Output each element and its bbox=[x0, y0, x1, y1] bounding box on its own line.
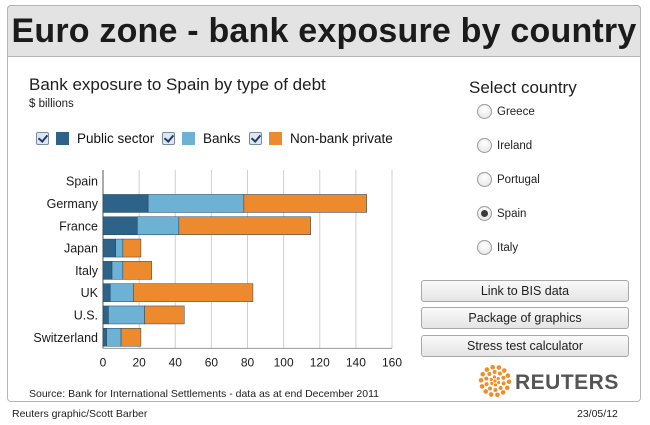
page-title: Euro zone - bank exposure by country bbox=[11, 11, 637, 50]
reuters-logo-icon bbox=[478, 364, 512, 398]
category-label: France bbox=[59, 219, 98, 233]
x-tick-label: 40 bbox=[169, 355, 183, 369]
bar-segment bbox=[122, 261, 153, 280]
link-bis-data-button[interactable]: Link to BIS data bbox=[421, 280, 629, 302]
category-label: Spain bbox=[66, 175, 98, 189]
x-tick-label: 160 bbox=[382, 355, 402, 369]
bar-segment bbox=[111, 261, 124, 280]
legend-label-public-sector: Public sector bbox=[77, 130, 155, 146]
radio-option-spain[interactable]: Spain bbox=[477, 206, 526, 221]
radio-label-greece: Greece bbox=[497, 105, 535, 118]
select-country-title: Select country bbox=[469, 78, 577, 97]
radio-option-greece[interactable]: Greece bbox=[477, 104, 535, 119]
x-tick-label: 0 bbox=[100, 355, 107, 369]
legend-label-non-bank-private: Non-bank private bbox=[290, 130, 393, 146]
legend-item-banks[interactable]: Banks bbox=[162, 129, 241, 147]
bar-segment bbox=[147, 194, 245, 213]
bar-segment bbox=[102, 328, 107, 347]
bar-segment bbox=[102, 238, 116, 258]
bar-segment bbox=[243, 194, 367, 213]
checkbox-public-sector[interactable] bbox=[36, 131, 49, 145]
radio-label-italy: Italy bbox=[497, 241, 519, 254]
radio-label-portugal: Portugal bbox=[497, 173, 540, 186]
chart-title: Bank exposure to Spain by type of debt bbox=[29, 75, 326, 94]
chart-unit: $ billions bbox=[29, 98, 74, 110]
radio-option-italy[interactable]: Italy bbox=[477, 240, 518, 255]
radio-button-greece[interactable] bbox=[477, 104, 492, 119]
bar-segment bbox=[109, 283, 134, 302]
bar-segment bbox=[178, 216, 311, 235]
radio-option-ireland[interactable]: Ireland bbox=[477, 138, 532, 153]
category-label: U.S. bbox=[74, 308, 98, 322]
category-label: UK bbox=[81, 286, 99, 300]
bar-segment bbox=[144, 305, 185, 325]
x-tick-label: 60 bbox=[205, 355, 219, 369]
radio-label-spain: Spain bbox=[497, 207, 527, 220]
bar-segment bbox=[106, 328, 122, 347]
category-label: Japan bbox=[64, 242, 98, 256]
source-note: Source: Bank for International Settlemen… bbox=[29, 388, 380, 400]
checkbox-banks[interactable] bbox=[162, 131, 175, 145]
radio-button-ireland[interactable] bbox=[477, 138, 492, 153]
bar-segment bbox=[102, 305, 109, 325]
bar-segment bbox=[120, 328, 142, 347]
bar-segment bbox=[137, 216, 180, 235]
legend-swatch-non-bank-private bbox=[269, 131, 282, 145]
category-label: Switzerland bbox=[33, 331, 98, 345]
package-of-graphics-button[interactable]: Package of graphics bbox=[421, 307, 629, 329]
graphic-date: 23/05/12 bbox=[577, 408, 618, 420]
radio-label-ireland: Ireland bbox=[497, 139, 533, 152]
reuters-brand-name: REUTERS bbox=[515, 371, 619, 394]
category-label: Italy bbox=[75, 264, 99, 278]
bar-segment bbox=[133, 283, 254, 302]
legend-label-banks: Banks bbox=[203, 130, 241, 146]
bar-segment bbox=[102, 216, 138, 235]
bar-segment bbox=[122, 238, 142, 258]
radio-option-portugal[interactable]: Portugal bbox=[477, 172, 540, 187]
legend-item-public-sector[interactable]: Public sector bbox=[36, 129, 154, 147]
radio-button-spain[interactable] bbox=[477, 206, 492, 221]
x-tick-label: 120 bbox=[310, 355, 330, 369]
graphic-credit: Reuters graphic/Scott Barber bbox=[12, 408, 148, 420]
legend-item-non-bank-private[interactable]: Non-bank private bbox=[249, 129, 393, 147]
x-tick-label: 20 bbox=[132, 355, 146, 369]
x-tick-label: 80 bbox=[241, 355, 255, 369]
category-label: Germany bbox=[47, 197, 99, 211]
x-tick-label: 100 bbox=[274, 355, 294, 369]
bar-segment bbox=[102, 194, 149, 213]
bar-segment bbox=[102, 261, 113, 280]
bar-segment bbox=[115, 238, 124, 258]
legend-swatch-public-sector bbox=[56, 131, 69, 145]
legend-swatch-banks bbox=[182, 131, 195, 145]
stress-test-calculator-button[interactable]: Stress test calculator bbox=[421, 335, 629, 357]
checkbox-non-bank-private[interactable] bbox=[249, 131, 262, 145]
radio-button-portugal[interactable] bbox=[477, 172, 492, 187]
x-tick-label: 140 bbox=[346, 355, 366, 369]
bar-segment bbox=[102, 283, 111, 302]
radio-button-italy[interactable] bbox=[477, 240, 492, 255]
bar-segment bbox=[108, 305, 145, 325]
header-bar: Euro zone - bank exposure by country bbox=[7, 5, 641, 57]
